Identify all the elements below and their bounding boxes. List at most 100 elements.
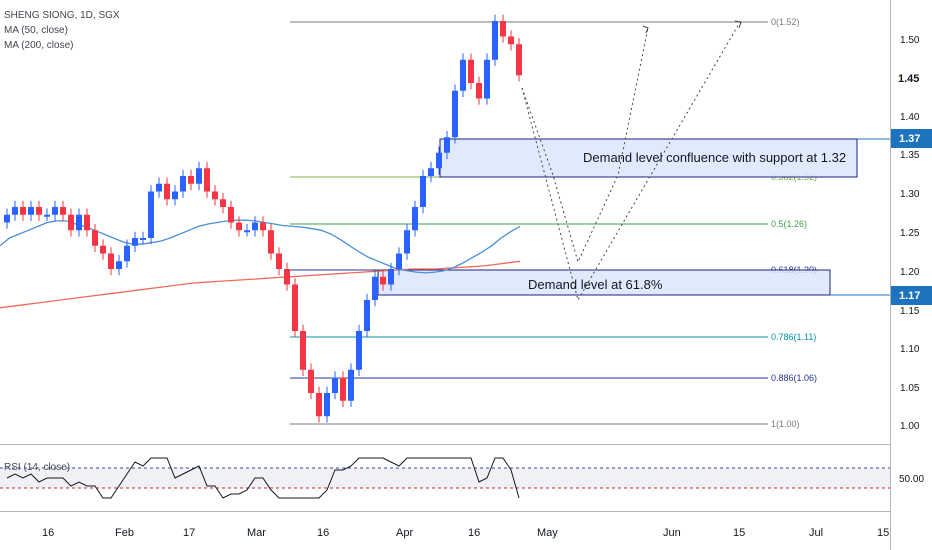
candle-body xyxy=(12,207,18,215)
candle-body xyxy=(212,191,218,200)
time-tick: Apr xyxy=(396,527,413,539)
fib-label-0786: 0.786(1.11) xyxy=(771,332,816,342)
candle-body xyxy=(468,59,474,83)
current-price-badge[interactable] xyxy=(891,69,932,88)
candle-body xyxy=(452,90,458,138)
candle-body xyxy=(356,331,362,370)
rsi-path xyxy=(6,457,520,499)
candle-body xyxy=(500,21,506,37)
candle-body xyxy=(388,269,394,285)
candle-body xyxy=(196,168,202,184)
level-badge-117[interactable] xyxy=(891,286,932,305)
candle-body xyxy=(124,245,130,262)
current-price-label: 1.45 xyxy=(898,73,919,85)
price-tick: 1.50 xyxy=(900,35,920,46)
candle-body xyxy=(244,230,250,233)
candle-body xyxy=(420,176,426,207)
time-tick: Jul xyxy=(809,527,823,539)
candle-body xyxy=(508,36,514,45)
candle-body xyxy=(300,331,306,370)
candle-body xyxy=(100,245,106,254)
rsi-band xyxy=(0,468,890,488)
price-tick: 1.30 xyxy=(900,189,920,200)
price-tick: 1.20 xyxy=(900,267,920,278)
price-tick: 1.15 xyxy=(900,306,920,317)
ma200-legend[interactable]: MA (200, close) xyxy=(4,40,74,51)
candle-body xyxy=(132,238,138,246)
candle-body xyxy=(180,176,186,192)
candle-body xyxy=(36,207,42,215)
ma200-path xyxy=(0,260,521,309)
candle-body xyxy=(228,207,234,223)
fib-label-1: 1(1.00) xyxy=(771,419,800,429)
lower-zone-label: Demand level at 61.8% xyxy=(528,277,663,292)
ma50-legend[interactable]: MA (50, close) xyxy=(4,25,68,36)
rsi-axis-label: 50.00 xyxy=(899,474,924,485)
candle-body xyxy=(164,183,170,200)
upper-zone-label: Demand level confluence with support at … xyxy=(583,150,846,165)
candle-body xyxy=(284,269,290,285)
candle-body xyxy=(444,137,450,153)
demand-zone-upper[interactable] xyxy=(439,138,858,178)
candle-body xyxy=(236,222,242,231)
candle-body xyxy=(52,207,58,215)
candle-body xyxy=(396,253,402,269)
time-tick: 15 xyxy=(877,527,889,539)
level-label-117: 1.17 xyxy=(899,290,920,302)
level-badge-137[interactable] xyxy=(891,129,932,148)
demand-zone-lower[interactable] xyxy=(377,269,831,296)
candle-body xyxy=(404,230,410,254)
symbol-title[interactable]: SHENG SIONG, 1D, SGX xyxy=(4,10,120,21)
fib-label-0: 0(1.52) xyxy=(771,17,800,27)
price-tick: 1.35 xyxy=(900,150,920,161)
candle-body xyxy=(4,214,10,223)
candle-body xyxy=(68,214,74,231)
candle-body xyxy=(484,59,490,99)
time-tick: Mar xyxy=(247,527,266,539)
candle-body xyxy=(116,261,122,269)
candle-body xyxy=(268,230,274,254)
candle-body xyxy=(324,393,330,417)
time-tick: May xyxy=(537,527,558,539)
price-tick: 1.10 xyxy=(900,344,920,355)
candle-body xyxy=(476,83,482,99)
candle-body xyxy=(92,230,98,246)
candle-body xyxy=(252,222,258,231)
time-tick: 16 xyxy=(42,527,54,539)
candle-body xyxy=(220,199,226,207)
rsi-line xyxy=(6,457,520,499)
candle-body xyxy=(148,191,154,238)
candle-body xyxy=(60,207,66,215)
candle-body xyxy=(436,152,442,169)
candle-body xyxy=(380,276,386,285)
time-tick: Jun xyxy=(663,527,681,539)
candle-body xyxy=(28,207,34,215)
chart-legend: SHENG SIONG, 1D, SGX MA (50, close) MA (… xyxy=(4,8,120,53)
candle-body xyxy=(84,214,90,231)
candle-body xyxy=(172,191,178,200)
candle-body xyxy=(292,284,298,331)
candle-body xyxy=(332,377,338,393)
candle-body xyxy=(156,183,162,192)
arrow-head-1-icon xyxy=(642,25,649,34)
candle-body xyxy=(188,176,194,184)
time-tick: 17 xyxy=(183,527,195,539)
time-tick: 15 xyxy=(733,527,745,539)
time-tick: 16 xyxy=(468,527,480,539)
candle-body xyxy=(76,214,82,231)
price-tick: 1.40 xyxy=(900,112,920,123)
candle-body xyxy=(20,207,26,215)
time-tick: 16 xyxy=(317,527,329,539)
candles xyxy=(4,14,522,423)
candle-body xyxy=(340,377,346,401)
projection-path-upper[interactable] xyxy=(521,27,649,264)
candle-body xyxy=(140,238,146,240)
price-tick: 1.05 xyxy=(900,383,920,394)
candle-body xyxy=(348,369,354,401)
candle-body xyxy=(428,168,434,176)
arrow-head-2-icon xyxy=(734,20,742,29)
time-tick: Feb xyxy=(115,527,134,539)
candle-body xyxy=(108,253,114,269)
